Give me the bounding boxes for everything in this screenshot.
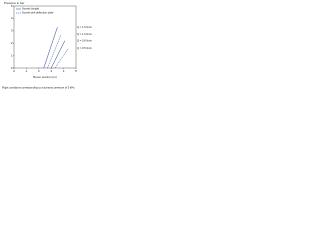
legend-label: Nozzle (single) — [22, 7, 39, 11]
page: {"chart_data": {"type": "line", "ylabel"… — [0, 0, 100, 93]
x-tick-label: 3 — [50, 69, 52, 73]
series-label: Q = 1.0 l/min — [77, 32, 92, 36]
y-axis-label: Pressure in bar — [4, 1, 24, 5]
plot-area — [13, 5, 77, 69]
y-tick-label: 4 — [11, 16, 13, 20]
y-tick-label: 3 — [11, 29, 13, 33]
x-axis-label: Boom section (m) — [33, 75, 57, 79]
series-line — [47, 34, 62, 69]
series-label: Q = 0.5 l/min — [77, 46, 92, 50]
y-tick-label: 2 — [11, 41, 13, 45]
y-tick-label: 5 — [11, 4, 13, 8]
series-line — [54, 48, 69, 69]
series-line — [43, 27, 58, 69]
x-tick-label: 2 — [38, 69, 40, 73]
x-tick-label: 5 — [75, 69, 77, 73]
x-tick-label: 0 — [13, 69, 15, 73]
y-tick-label: 1 — [11, 53, 13, 57]
y-tick-label: 0 — [11, 66, 13, 70]
legend-label: Nozzle with deflection plate — [22, 11, 54, 15]
chart: Pressure in bar Boom section (m) Flight … — [2, 1, 92, 90]
caption: Flight conditions corresponding to a dyn… — [2, 86, 75, 90]
x-tick-label: 1 — [26, 69, 28, 73]
series-label: Q = 0.8 l/min — [77, 38, 92, 42]
series-line — [50, 40, 66, 69]
x-tick-label: 4 — [63, 69, 65, 73]
series-label: Q = 1.5 l/min — [77, 25, 92, 29]
